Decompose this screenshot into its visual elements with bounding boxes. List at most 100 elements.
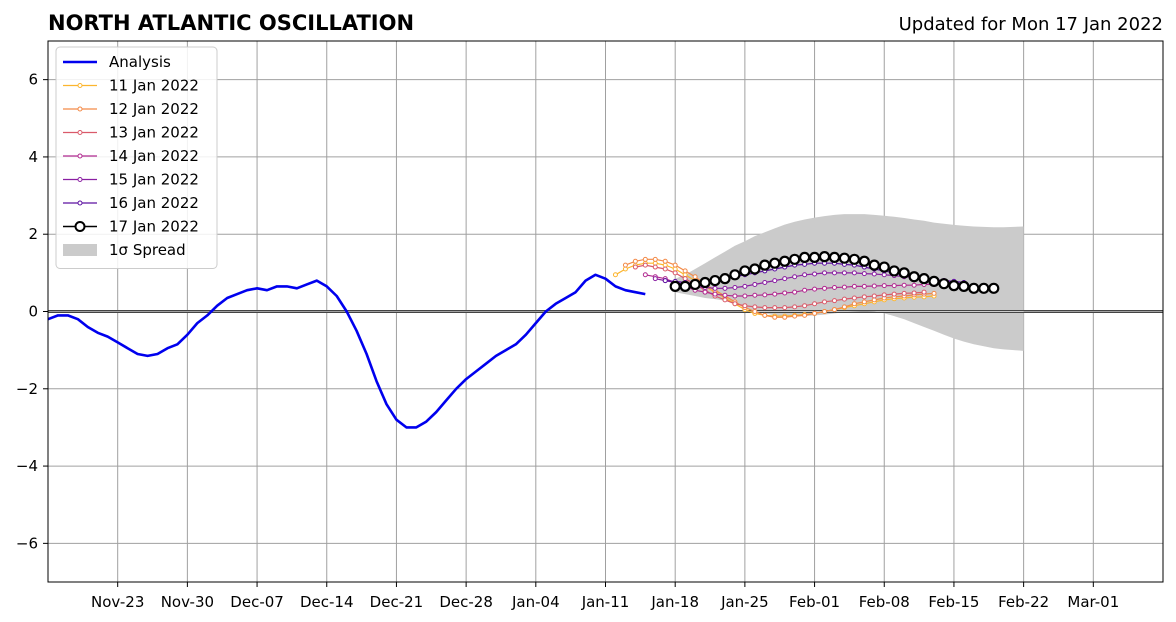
forecast-point: [632, 264, 638, 270]
forecast-point: [831, 285, 837, 291]
legend-label: 16 Jan 2022: [109, 194, 199, 212]
legend-marker: [77, 153, 83, 159]
forecast-point: [928, 275, 940, 287]
x-tick-label: Nov-30: [161, 593, 214, 611]
forecast-series: [669, 251, 1000, 294]
legend-label: 14 Jan 2022: [109, 147, 199, 165]
forecast-point: [878, 261, 890, 273]
x-tick-label: Dec-14: [300, 593, 354, 611]
x-tick-label: Feb-15: [928, 593, 979, 611]
legend-label: 13 Jan 2022: [109, 124, 199, 142]
forecast-point: [931, 290, 937, 296]
forecast-point: [858, 255, 870, 267]
forecast-point: [752, 304, 758, 310]
forecast-point: [848, 253, 860, 265]
y-tick-label: −4: [16, 457, 38, 475]
x-tick-label: Feb-01: [789, 593, 840, 611]
y-tick-label: 0: [28, 303, 38, 321]
forecast-point: [828, 251, 841, 263]
y-tick-label: −2: [16, 380, 38, 398]
x-axis: Nov-23 Nov-30 Dec-07 Dec-14 Dec-21 Dec-28 Jan-…: [91, 582, 1119, 611]
forecast-point: [719, 273, 731, 285]
forecast-point: [822, 285, 828, 291]
forecast-point: [948, 280, 960, 292]
legend-marker: [77, 200, 83, 206]
forecast-point: [792, 289, 798, 295]
forecast-point: [891, 291, 897, 297]
forecast-point: [729, 269, 741, 281]
forecast-point: [669, 280, 681, 292]
forecast-point: [759, 259, 771, 271]
forecast-point: [752, 281, 758, 287]
legend-marker: [74, 221, 86, 232]
forecast-point: [812, 271, 818, 277]
forecast-point: [652, 264, 658, 270]
forecast-point: [978, 282, 990, 294]
forecast-point: [642, 256, 648, 262]
y-tick-label: −6: [16, 534, 38, 552]
forecast-series: [622, 256, 937, 320]
y-tick-label: 6: [28, 71, 38, 89]
forecast-point: [851, 283, 857, 289]
analysis-line: [47, 273, 646, 429]
forecast-point: [742, 303, 748, 309]
forecast-point: [802, 272, 808, 278]
forecast-point: [918, 273, 930, 285]
forecast-point: [732, 301, 738, 307]
legend: Analysis 11 Jan 2022 12 Jan 2022 13 Jan 202…: [55, 46, 218, 269]
legend-box: [55, 46, 218, 269]
forecast-point: [782, 276, 788, 282]
forecast-point: [968, 282, 980, 294]
legend-marker: [77, 83, 83, 88]
forecast-point: [901, 282, 907, 288]
x-tick-label: Feb-08: [859, 593, 910, 611]
legend-marker: [77, 130, 83, 135]
forecast-point: [712, 285, 718, 291]
series-layer: [47, 251, 1000, 429]
forecast-point: [911, 282, 917, 288]
forecast-point: [901, 290, 907, 296]
forecast-point: [988, 282, 1000, 294]
forecast-point: [689, 278, 701, 291]
x-tick-label: Jan-04: [511, 593, 560, 611]
forecast-point: [861, 271, 867, 277]
forecast-point: [662, 278, 668, 284]
forecast-point: [679, 280, 691, 292]
forecast-point: [841, 270, 847, 276]
forecast-point: [742, 293, 748, 299]
legend-label: 1σ Spread: [109, 241, 186, 259]
forecast-point: [822, 270, 828, 276]
legend-label: 11 Jan 2022: [109, 77, 199, 95]
forecast-point: [861, 294, 867, 300]
forecast-point: [672, 270, 678, 276]
forecast-point: [622, 262, 628, 268]
forecast-point: [871, 283, 877, 289]
chart-title: NORTH ATLANTIC OSCILLATION: [48, 11, 414, 35]
x-tick-label: Nov-23: [91, 593, 144, 611]
forecast-point: [891, 283, 897, 289]
forecast-point: [772, 314, 778, 320]
forecast-point: [812, 301, 818, 307]
legend-spread-swatch: [63, 244, 97, 256]
forecast-point: [868, 259, 880, 271]
forecast-point: [792, 304, 798, 310]
forecast-point: [772, 291, 778, 297]
forecast-point: [762, 305, 768, 311]
forecast-point: [782, 305, 788, 311]
forecast-point: [772, 305, 778, 311]
forecast-point: [808, 251, 821, 263]
forecast-point: [712, 291, 718, 297]
spread-layer: [675, 214, 1024, 351]
forecast-point: [911, 290, 917, 296]
spread-band: [675, 214, 1024, 351]
forecast-point: [652, 256, 658, 262]
forecast-point: [812, 310, 818, 316]
forecast-point: [838, 252, 851, 264]
forecast-point: [779, 255, 791, 267]
x-tick-label: Jan-25: [720, 593, 769, 611]
forecast-point: [851, 270, 857, 276]
forecast-point: [822, 309, 828, 314]
forecast-point: [831, 307, 837, 313]
forecast-point: [772, 278, 778, 284]
